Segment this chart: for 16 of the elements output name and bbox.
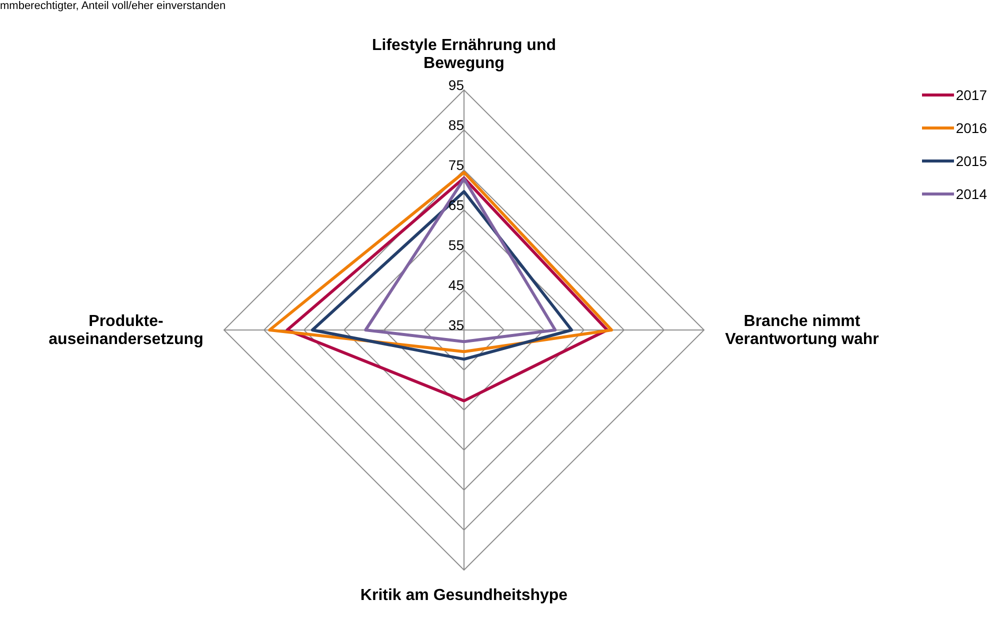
legend-label: 2016 <box>956 118 987 138</box>
spoke-label: Kritik am Gesundheitshype <box>360 587 568 604</box>
legend-label: 2017 <box>956 86 987 104</box>
y-tick-label: 45 <box>448 277 464 293</box>
legend-label: 2015 <box>956 152 987 170</box>
text: mmberechtigter, Anteil voll/eher einverstanden <box>0 0 226 12</box>
spoke-label: Branche nimmt Verantwortung wahr <box>725 313 879 348</box>
y-tick-label: 35 <box>448 317 464 333</box>
y-tick-label: 85 <box>448 117 464 133</box>
y-tick-label: 95 <box>448 77 464 93</box>
legend-label: 2014 <box>956 184 987 204</box>
y-tick-label: 55 <box>448 237 464 253</box>
spoke-label: Produkte- auseinandersetzung <box>48 313 204 348</box>
spoke-label: Lifestyle Ernährung und Bewegung <box>372 37 556 72</box>
y-tick-label: 75 <box>448 157 464 173</box>
y-tick-label: 65 <box>448 197 464 213</box>
